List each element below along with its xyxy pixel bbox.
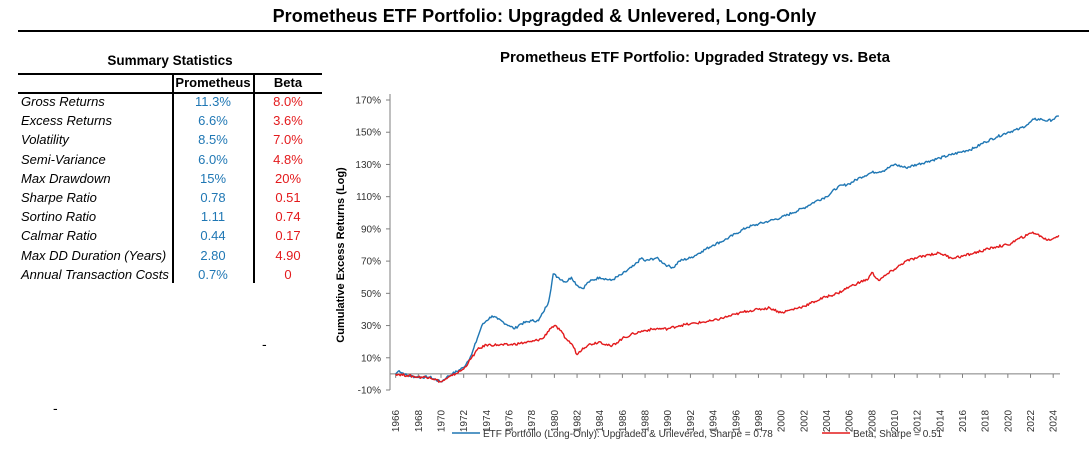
y-tick-label: 10% bbox=[361, 353, 381, 364]
x-tick-label: 1998 bbox=[754, 409, 765, 432]
x-tick-label: 2016 bbox=[958, 409, 969, 432]
page-title: Prometheus ETF Portfolio: Upgragded & Un… bbox=[272, 6, 817, 26]
beta-value: 8.0% bbox=[273, 94, 303, 109]
x-tick-label: 2024 bbox=[1049, 409, 1060, 432]
row-label: Semi-Variance bbox=[21, 151, 106, 167]
prometheus-value: 1.11 bbox=[200, 209, 226, 225]
row-label: Annual Transaction Costs bbox=[21, 266, 169, 282]
x-tick-label: 1990 bbox=[663, 409, 674, 432]
x-tick-label: 1986 bbox=[618, 409, 629, 432]
y-tick-label: 150% bbox=[355, 128, 381, 139]
header-beta: Beta bbox=[273, 75, 303, 90]
beta-value: 0 bbox=[284, 266, 292, 282]
y-tick-label: 90% bbox=[361, 224, 381, 235]
table-row: Max DD Duration (Years) 2.80 4.90 bbox=[18, 248, 322, 267]
y-tick-label: 70% bbox=[361, 257, 381, 268]
beta-value: 7.0% bbox=[273, 132, 303, 148]
y-tick-label: 170% bbox=[355, 96, 381, 107]
table-row: Sortino Ratio 1.11 0.74 bbox=[18, 209, 322, 228]
table-row: Gross Returns 11.3% 8.0% bbox=[18, 94, 322, 113]
prometheus-value: 0.78 bbox=[200, 190, 226, 205]
x-tick-label: 2010 bbox=[890, 409, 901, 432]
table-row: Semi-Variance 6.0% 4.8% bbox=[18, 152, 322, 171]
x-tick-label: 1980 bbox=[550, 409, 561, 432]
series-line-prometheus bbox=[395, 115, 1059, 383]
x-tick-label: 1970 bbox=[437, 409, 448, 432]
y-axis-label: Cumulative Excess Returns (Log) bbox=[335, 167, 347, 343]
prometheus-value: 0.7% bbox=[198, 266, 228, 282]
summary-header-row: Prometheus Beta bbox=[18, 74, 322, 92]
row-label: Max Drawdown bbox=[21, 170, 111, 186]
row-label: Excess Returns bbox=[21, 113, 113, 129]
y-tick-label: 50% bbox=[361, 289, 381, 300]
x-tick-label: 2014 bbox=[935, 409, 946, 432]
x-tick-label: 1968 bbox=[414, 409, 425, 432]
table-row: Excess Returns 6.6% 3.6% bbox=[18, 113, 322, 132]
beta-value: 0.51 bbox=[275, 190, 301, 205]
x-tick-label: 2002 bbox=[799, 409, 810, 432]
row-label: Calmar Ratio bbox=[21, 228, 97, 244]
header-prometheus: Prometheus bbox=[175, 75, 251, 90]
table-row: Volatility 8.5% 7.0% bbox=[18, 132, 322, 151]
table-row: Calmar Ratio 0.44 0.17 bbox=[18, 228, 322, 247]
row-label: Max DD Duration (Years) bbox=[21, 247, 167, 263]
column-divider bbox=[253, 73, 255, 283]
x-tick-label: 1976 bbox=[505, 409, 516, 432]
x-tick-label: 1972 bbox=[459, 409, 470, 432]
row-label: Gross Returns bbox=[21, 94, 105, 109]
y-tick-label: -10% bbox=[358, 386, 381, 397]
prometheus-value: 6.0% bbox=[198, 151, 228, 167]
row-label: Sortino Ratio bbox=[21, 209, 97, 225]
x-tick-label: 1988 bbox=[641, 409, 652, 432]
summary-caption: Summary Statistics bbox=[107, 53, 233, 68]
legend-label-beta: Beta, Sharpe = 0.51 bbox=[853, 429, 943, 440]
x-tick-label: 2000 bbox=[777, 409, 788, 432]
line-chart: -10% 10% 30% 50% 70% 90% 110% 130% 150% 170% 1966 1… bbox=[335, 94, 1060, 440]
caption-rule bbox=[18, 73, 322, 75]
x-tick-label: 2018 bbox=[981, 409, 992, 432]
x-tick-label: 1974 bbox=[482, 409, 493, 432]
stray-mark: - bbox=[262, 336, 267, 352]
stray-mark: - bbox=[53, 400, 58, 416]
x-tick-label: 1978 bbox=[527, 409, 538, 432]
prometheus-value: 15% bbox=[199, 170, 227, 186]
prometheus-value: 2.80 bbox=[200, 247, 226, 263]
x-tick-label: 1982 bbox=[573, 409, 584, 432]
row-label: Sharpe Ratio bbox=[21, 190, 97, 205]
prometheus-value: 0.44 bbox=[200, 228, 226, 244]
beta-value: 0.17 bbox=[275, 228, 301, 244]
beta-value: 20% bbox=[274, 170, 302, 186]
x-tick-label: 1994 bbox=[709, 409, 720, 432]
y-tick-label: 130% bbox=[355, 160, 381, 171]
x-tick-label: 1966 bbox=[391, 409, 402, 432]
prometheus-value: 6.6% bbox=[198, 113, 228, 129]
column-divider bbox=[172, 73, 174, 283]
x-tick-label: 2006 bbox=[845, 409, 856, 432]
x-tick-label: 2020 bbox=[1003, 409, 1014, 432]
prometheus-value: 11.3% bbox=[195, 94, 231, 109]
y-tick-label: 110% bbox=[356, 192, 381, 203]
table-row: Sharpe Ratio 0.78 0.51 bbox=[18, 190, 322, 209]
beta-value: 0.74 bbox=[275, 209, 301, 225]
prometheus-value: 8.5% bbox=[198, 132, 228, 148]
x-tick-label: 1984 bbox=[595, 409, 606, 432]
x-tick-label: 2022 bbox=[1026, 409, 1037, 432]
chart-title: Prometheus ETF Portfolio: Upgraded Strat… bbox=[499, 49, 891, 66]
beta-value: 3.6% bbox=[273, 113, 303, 129]
x-tick-label: 1992 bbox=[686, 409, 697, 432]
beta-value: 4.90 bbox=[275, 247, 301, 263]
x-tick-label: 1996 bbox=[731, 409, 742, 432]
y-tick-label: 30% bbox=[361, 321, 381, 332]
row-label: Volatility bbox=[21, 132, 69, 148]
x-tick-label: 2012 bbox=[913, 409, 924, 432]
beta-value: 4.8% bbox=[273, 151, 303, 167]
legend-label-prometheus: ETF Portfolio (Long-Only): Upgraded & Un… bbox=[483, 429, 773, 440]
table-row: Annual Transaction Costs 0.7% 0 bbox=[18, 267, 322, 286]
title-divider bbox=[18, 30, 1089, 32]
table-row: Max Drawdown 15% 20% bbox=[18, 171, 322, 190]
x-tick-label: 2004 bbox=[822, 409, 833, 432]
x-tick-label: 2008 bbox=[867, 409, 878, 432]
series-line-beta bbox=[395, 231, 1060, 383]
header-rule bbox=[18, 92, 322, 94]
